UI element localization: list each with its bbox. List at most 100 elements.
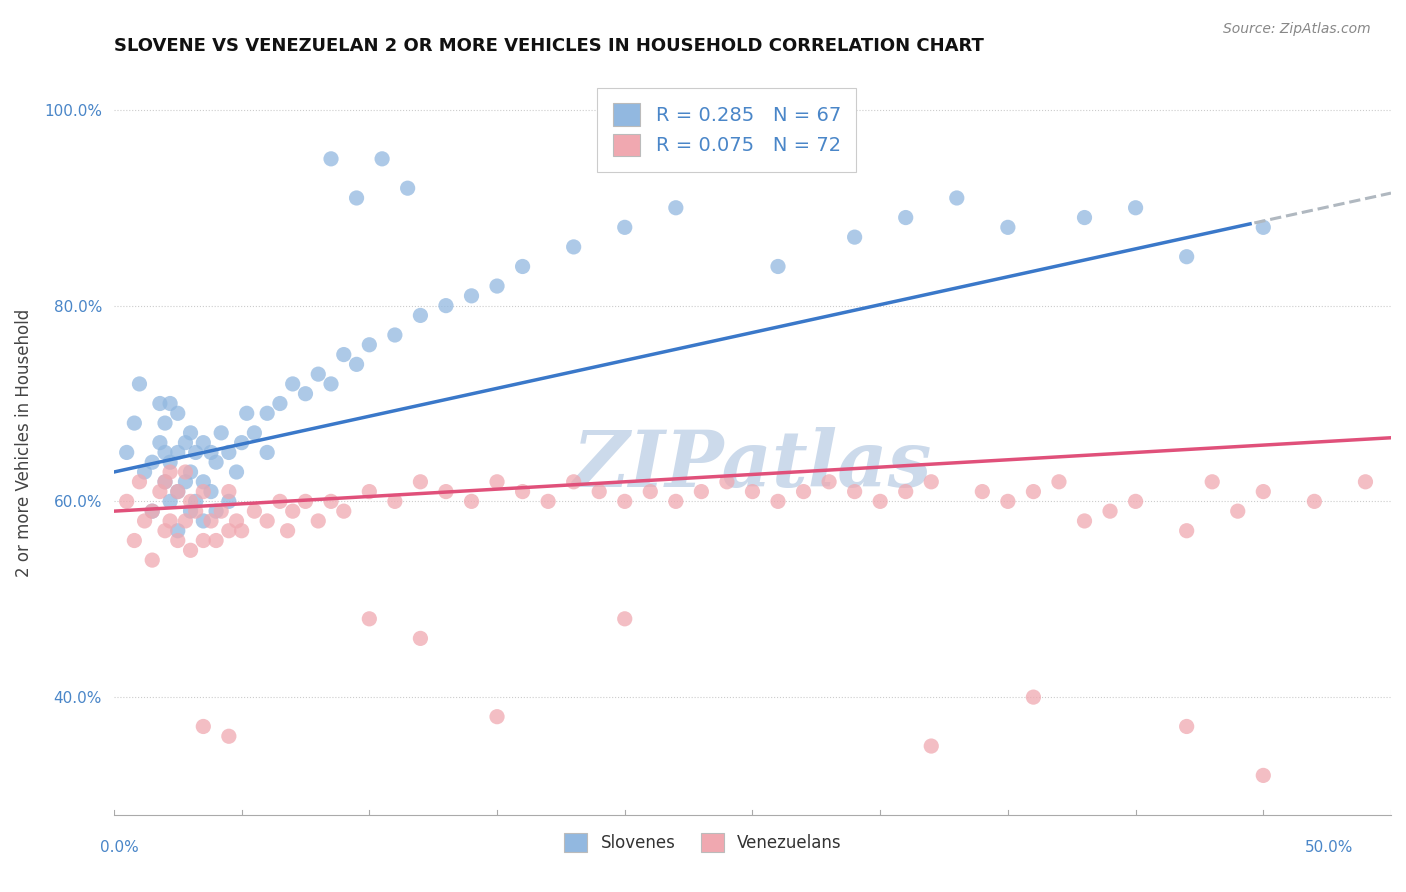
Point <box>269 494 291 508</box>
Point <box>512 260 534 274</box>
Point <box>184 445 207 459</box>
Point <box>256 514 278 528</box>
Point <box>193 719 215 733</box>
Point <box>1073 211 1095 225</box>
Point <box>218 445 240 459</box>
Point <box>946 191 969 205</box>
Point <box>894 211 917 225</box>
Point <box>537 494 560 508</box>
Point <box>613 220 636 235</box>
Point <box>333 504 356 518</box>
Point <box>665 201 688 215</box>
Point <box>180 504 202 518</box>
Point <box>166 524 188 538</box>
Text: 50.0%: 50.0% <box>1305 840 1353 855</box>
Point <box>716 475 738 489</box>
Point <box>184 504 207 518</box>
Point <box>218 494 240 508</box>
Point <box>613 494 636 508</box>
Point <box>359 338 381 352</box>
Point <box>1022 484 1045 499</box>
Point <box>225 514 247 528</box>
Point <box>371 152 394 166</box>
Point <box>741 484 763 499</box>
Point <box>193 533 215 548</box>
Point <box>149 396 172 410</box>
Point <box>307 514 329 528</box>
Point <box>205 533 228 548</box>
Point <box>218 524 240 538</box>
Point <box>166 406 188 420</box>
Point <box>486 709 509 723</box>
Point <box>1253 484 1275 499</box>
Point <box>153 475 176 489</box>
Point <box>665 494 688 508</box>
Point <box>141 553 163 567</box>
Point <box>180 465 202 479</box>
Point <box>972 484 994 499</box>
Point <box>1073 514 1095 528</box>
Point <box>141 504 163 518</box>
Point <box>359 484 381 499</box>
Point <box>134 514 156 528</box>
Point <box>920 739 942 753</box>
Point <box>1175 524 1198 538</box>
Point <box>141 504 163 518</box>
Text: ZIPatlas: ZIPatlas <box>572 426 932 503</box>
Point <box>460 289 482 303</box>
Point <box>294 494 316 508</box>
Point <box>141 455 163 469</box>
Point <box>333 347 356 361</box>
Point <box>153 445 176 459</box>
Point <box>613 612 636 626</box>
Point <box>396 181 419 195</box>
Point <box>359 612 381 626</box>
Point <box>149 435 172 450</box>
Point <box>997 494 1019 508</box>
Point <box>281 376 304 391</box>
Point <box>1354 475 1376 489</box>
Point <box>562 240 585 254</box>
Point <box>243 504 266 518</box>
Point <box>184 494 207 508</box>
Point <box>218 729 240 743</box>
Point <box>193 484 215 499</box>
Point <box>209 504 232 518</box>
Point <box>319 152 342 166</box>
Point <box>1253 220 1275 235</box>
Y-axis label: 2 or more Vehicles in Household: 2 or more Vehicles in Household <box>15 309 32 577</box>
Point <box>319 494 342 508</box>
Point <box>460 494 482 508</box>
Point <box>235 406 257 420</box>
Point <box>384 494 406 508</box>
Point <box>124 416 146 430</box>
Point <box>1226 504 1249 518</box>
Point <box>1303 494 1326 508</box>
Point <box>200 484 222 499</box>
Point <box>409 475 432 489</box>
Point <box>153 475 176 489</box>
Point <box>1047 475 1070 489</box>
Point <box>166 445 188 459</box>
Point <box>218 484 240 499</box>
Point <box>1175 250 1198 264</box>
Point <box>231 435 253 450</box>
Point <box>281 504 304 518</box>
Point <box>153 416 176 430</box>
Point <box>153 524 176 538</box>
Point <box>159 455 181 469</box>
Point <box>384 328 406 343</box>
Point <box>486 279 509 293</box>
Point <box>256 406 278 420</box>
Point <box>512 484 534 499</box>
Point <box>269 396 291 410</box>
Point <box>193 514 215 528</box>
Point <box>149 484 172 499</box>
Point <box>920 475 942 489</box>
Point <box>209 425 232 440</box>
Point <box>294 386 316 401</box>
Point <box>844 484 866 499</box>
Point <box>166 484 188 499</box>
Point <box>166 484 188 499</box>
Point <box>115 445 138 459</box>
